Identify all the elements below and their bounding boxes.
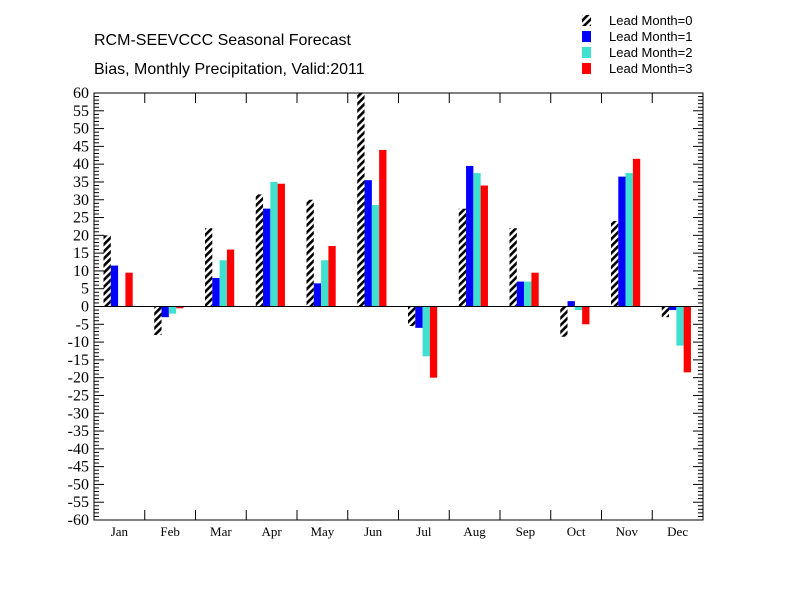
- bar-lead-month-1-sep: [516, 281, 525, 307]
- legend-label: Lead Month=2: [609, 45, 692, 60]
- y-tick-label: 25: [73, 210, 89, 227]
- bar-lead-month-3-jan: [125, 272, 133, 307]
- bar-lead-month-3-nov: [632, 158, 641, 307]
- bar-lead-month-0-apr: [255, 194, 264, 307]
- bar-lead-month-2-nov: [625, 173, 633, 307]
- legend-swatch: [582, 15, 591, 26]
- bar-lead-month-3-jun: [379, 149, 387, 307]
- y-tick-label: 35: [73, 174, 89, 191]
- bar-lead-month-0-jul: [408, 306, 416, 327]
- y-tick-label: -30: [68, 405, 89, 422]
- legend-label: Lead Month=3: [609, 61, 692, 76]
- y-tick-label: -10: [68, 334, 89, 351]
- y-tick-label: 5: [81, 281, 89, 298]
- y-tick-label: -20: [68, 370, 89, 387]
- y-tick-label: 40: [73, 156, 89, 173]
- bar-lead-month-1-may: [313, 283, 322, 307]
- bar-lead-month-2-dec: [676, 306, 684, 346]
- chart-subtitle: Bias, Monthly Precipitation, Valid:2011: [94, 61, 365, 78]
- y-tick-label: 45: [73, 138, 89, 155]
- x-tick-label: Jan: [111, 524, 129, 539]
- x-tick-label: Aug: [463, 524, 486, 539]
- x-tick-label: Jun: [364, 524, 383, 539]
- bar-lead-month-2-jul: [422, 306, 430, 357]
- bar-lead-month-1-feb: [161, 306, 169, 318]
- y-tick-label: 10: [73, 263, 89, 280]
- legend-swatch: [582, 63, 591, 74]
- bar-lead-month-0-jan: [103, 235, 111, 307]
- bar-lead-month-0-aug: [458, 208, 467, 307]
- legend-label: Lead Month=1: [609, 29, 692, 44]
- bar-lead-month-0-oct: [560, 306, 568, 337]
- bar-lead-month-0-feb: [154, 306, 162, 335]
- y-tick-label: 60: [73, 85, 89, 102]
- x-tick-label: Nov: [616, 524, 639, 539]
- legend-label: Lead Month=0: [609, 13, 692, 28]
- bar-lead-month-2-aug: [473, 173, 481, 307]
- bar-lead-month-2-sep: [524, 281, 532, 307]
- y-tick-label: 20: [73, 227, 89, 244]
- bar-lead-month-3-may: [328, 246, 336, 307]
- bar-lead-month-2-mar: [219, 260, 227, 307]
- bar-lead-month-3-aug: [480, 185, 488, 307]
- bar-lead-month-1-jun: [364, 180, 372, 307]
- bar-lead-month-0-sep: [509, 228, 517, 307]
- x-tick-label: Jul: [416, 524, 432, 539]
- x-tick-label: Oct: [567, 524, 586, 539]
- bar-lead-month-2-feb: [168, 306, 177, 314]
- x-tick-label: Mar: [210, 524, 232, 539]
- y-tick-label: -55: [68, 494, 89, 511]
- y-tick-label: -60: [68, 512, 89, 529]
- bar-lead-month-2-apr: [270, 181, 278, 307]
- bar-lead-month-3-sep: [531, 272, 539, 307]
- x-tick-label: May: [310, 524, 334, 539]
- y-tick-label: 15: [73, 245, 89, 262]
- bar-lead-month-2-oct: [574, 306, 583, 311]
- bar-lead-month-0-jun: [357, 93, 365, 307]
- y-tick-label: 30: [73, 192, 89, 209]
- y-tick-label: 55: [73, 103, 89, 120]
- y-tick-label: -50: [68, 476, 89, 493]
- bar-lead-month-3-apr: [277, 183, 285, 307]
- bar-lead-month-1-apr: [263, 208, 271, 307]
- y-tick-label: -5: [76, 316, 89, 333]
- bar-lead-month-0-nov: [611, 221, 619, 307]
- bar-lead-month-1-jan: [110, 265, 119, 307]
- legend-swatch: [582, 47, 591, 58]
- x-tick-label: Sep: [516, 524, 536, 539]
- bar-lead-month-0-may: [306, 199, 314, 307]
- bar-lead-month-0-dec: [661, 306, 670, 318]
- bars: [103, 93, 691, 378]
- bar-lead-month-1-nov: [618, 176, 626, 307]
- legend-swatch: [582, 31, 591, 42]
- bar-lead-month-0-mar: [205, 228, 213, 307]
- y-tick-label: -40: [68, 441, 89, 458]
- bar-lead-month-1-jul: [415, 306, 423, 328]
- bar-lead-month-3-jul: [429, 306, 438, 378]
- y-tick-label: -25: [68, 387, 89, 404]
- bar-lead-month-1-dec: [669, 306, 677, 311]
- y-tick-label: -45: [68, 459, 89, 476]
- y-tick-label: -35: [68, 423, 89, 440]
- bar-lead-month-3-feb: [176, 306, 184, 309]
- y-tick-label: 0: [81, 299, 89, 316]
- bar-lead-month-1-mar: [212, 278, 220, 307]
- y-tick-label: -15: [68, 352, 89, 369]
- bar-lead-month-1-aug: [466, 165, 474, 307]
- bar-lead-month-2-jun: [371, 205, 380, 307]
- chart-title: RCM-SEEVCCC Seasonal Forecast: [94, 32, 352, 49]
- bar-lead-month-3-oct: [582, 306, 590, 325]
- bar-lead-month-3-dec: [683, 306, 691, 373]
- x-tick-label: Feb: [160, 524, 180, 539]
- x-tick-label: Apr: [262, 524, 283, 539]
- bar-lead-month-3-mar: [226, 249, 235, 307]
- bar-lead-month-1-oct: [567, 301, 575, 307]
- y-tick-label: 50: [73, 121, 89, 138]
- x-tick-label: Dec: [667, 524, 688, 539]
- axes: 605550454035302520151050-5-10-15-20-25-3…: [68, 85, 704, 539]
- bar-lead-month-2-may: [321, 260, 329, 307]
